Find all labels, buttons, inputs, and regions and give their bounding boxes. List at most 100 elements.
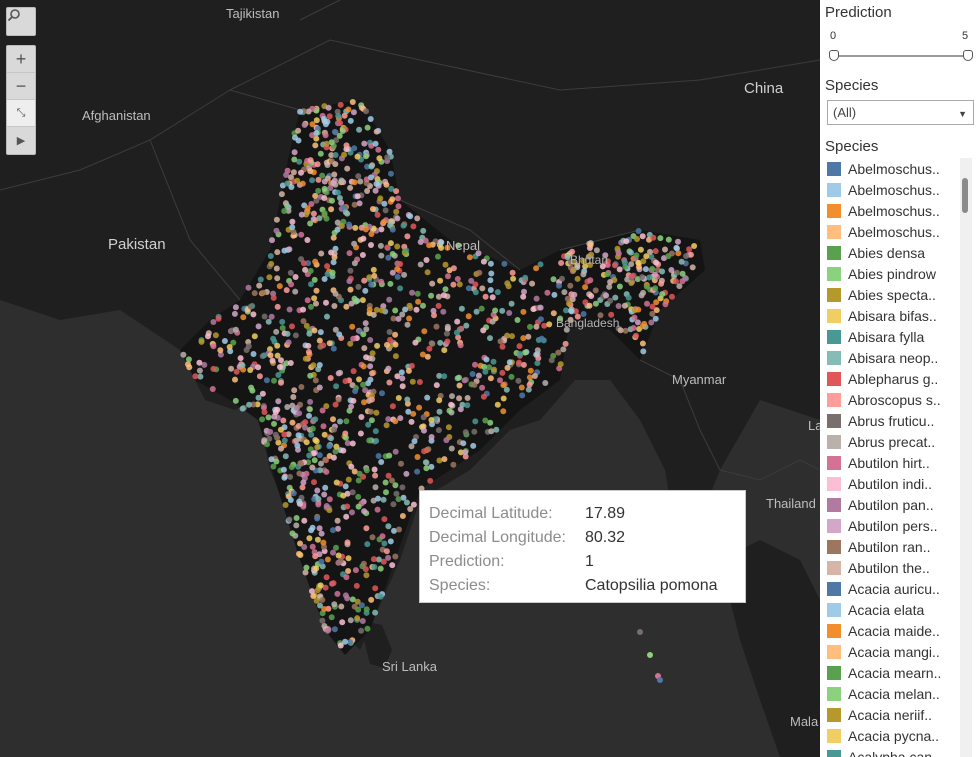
legend-item[interactable]: Acacia auricu..: [825, 578, 975, 599]
occurrence-point[interactable]: [475, 250, 482, 257]
occurrence-point[interactable]: [398, 369, 405, 376]
occurrence-point[interactable]: [386, 148, 393, 155]
occurrence-point[interactable]: [256, 373, 263, 380]
occurrence-point[interactable]: [331, 601, 338, 608]
occurrence-point[interactable]: [652, 315, 659, 322]
occurrence-point[interactable]: [315, 496, 322, 502]
occurrence-point[interactable]: [291, 149, 298, 156]
occurrence-point[interactable]: [378, 459, 385, 465]
occurrence-point[interactable]: [390, 501, 397, 508]
occurrence-point[interactable]: [330, 345, 337, 352]
occurrence-point[interactable]: [382, 479, 389, 486]
occurrence-point[interactable]: [363, 572, 370, 579]
occurrence-point[interactable]: [328, 249, 335, 256]
occurrence-point[interactable]: [310, 210, 317, 217]
occurrence-point[interactable]: [489, 318, 496, 325]
occurrence-point[interactable]: [567, 316, 574, 323]
occurrence-point[interactable]: [608, 311, 615, 318]
occurrence-point[interactable]: [323, 140, 330, 147]
occurrence-point[interactable]: [360, 331, 367, 338]
occurrence-point[interactable]: [362, 320, 369, 327]
occurrence-point[interactable]: [531, 373, 538, 379]
occurrence-point[interactable]: [487, 277, 494, 284]
occurrence-point[interactable]: [456, 374, 462, 381]
occurrence-point[interactable]: [301, 122, 308, 128]
occurrence-point[interactable]: [313, 130, 320, 137]
legend-item[interactable]: Abutilon hirt..: [825, 452, 975, 473]
occurrence-point[interactable]: [342, 430, 349, 437]
occurrence-point[interactable]: [301, 544, 308, 550]
occurrence-point[interactable]: [509, 333, 515, 340]
occurrence-point[interactable]: [412, 339, 419, 346]
occurrence-point[interactable]: [392, 553, 399, 560]
occurrence-point[interactable]: [644, 300, 650, 307]
occurrence-point[interactable]: [444, 338, 451, 345]
occurrence-point[interactable]: [363, 326, 370, 333]
occurrence-point[interactable]: [675, 250, 682, 257]
occurrence-point[interactable]: [669, 293, 675, 300]
occurrence-point[interactable]: [443, 437, 450, 444]
occurrence-point[interactable]: [328, 206, 335, 213]
prediction-slider-track[interactable]: [833, 55, 968, 57]
occurrence-point[interactable]: [442, 261, 449, 268]
occurrence-point[interactable]: [268, 313, 275, 320]
occurrence-point[interactable]: [466, 254, 473, 261]
occurrence-point[interactable]: [307, 220, 314, 227]
occurrence-point[interactable]: [574, 313, 581, 320]
occurrence-point[interactable]: [369, 206, 376, 212]
legend-item[interactable]: Acacia maide..: [825, 620, 975, 641]
occurrence-point[interactable]: [500, 408, 507, 415]
occurrence-point[interactable]: [401, 271, 408, 278]
legend-item[interactable]: Abutilon the..: [825, 557, 975, 578]
occurrence-point[interactable]: [290, 394, 297, 400]
occurrence-point[interactable]: [298, 384, 305, 390]
occurrence-point[interactable]: [326, 443, 333, 450]
occurrence-point[interactable]: [378, 278, 385, 285]
occurrence-point[interactable]: [361, 508, 368, 515]
occurrence-point[interactable]: [568, 308, 575, 315]
occurrence-point[interactable]: [389, 562, 396, 569]
occurrence-point[interactable]: [414, 468, 421, 475]
occurrence-point[interactable]: [489, 294, 496, 301]
occurrence-point[interactable]: [289, 419, 296, 426]
occurrence-point[interactable]: [343, 513, 350, 520]
occurrence-point[interactable]: [487, 419, 494, 426]
occurrence-point[interactable]: [321, 210, 328, 217]
occurrence-point[interactable]: [461, 377, 468, 384]
occurrence-point[interactable]: [377, 593, 384, 600]
occurrence-point[interactable]: [405, 408, 412, 415]
occurrence-point[interactable]: [479, 285, 486, 292]
occurrence-point[interactable]: [266, 435, 273, 442]
occurrence-point[interactable]: [587, 277, 594, 284]
occurrence-point[interactable]: [529, 280, 536, 287]
occurrence-point[interactable]: [361, 345, 368, 352]
occurrence-point[interactable]: [662, 301, 669, 308]
occurrence-point[interactable]: [292, 288, 299, 295]
occurrence-point[interactable]: [514, 317, 521, 323]
legend-item[interactable]: Abies densa: [825, 242, 975, 263]
occurrence-point[interactable]: [510, 275, 517, 282]
occurrence-point[interactable]: [230, 339, 237, 346]
occurrence-point[interactable]: [468, 277, 475, 284]
occurrence-point[interactable]: [270, 294, 277, 301]
occurrence-point[interactable]: [389, 226, 396, 233]
occurrence-point[interactable]: [640, 258, 647, 265]
occurrence-point[interactable]: [413, 306, 420, 313]
occurrence-point[interactable]: [499, 307, 506, 314]
occurrence-point[interactable]: [640, 348, 647, 355]
map-view[interactable]: Tajikistan China Afghanistan Pakistan Ne…: [0, 0, 820, 757]
occurrence-point[interactable]: [444, 244, 451, 251]
occurrence-point[interactable]: [284, 180, 291, 187]
occurrence-point[interactable]: [314, 487, 321, 494]
occurrence-point[interactable]: [296, 470, 303, 477]
occurrence-point[interactable]: [335, 112, 342, 119]
occurrence-point[interactable]: [360, 363, 367, 370]
occurrence-point[interactable]: [674, 269, 680, 276]
occurrence-point[interactable]: [443, 330, 450, 337]
occurrence-point[interactable]: [307, 372, 314, 379]
occurrence-point[interactable]: [535, 355, 542, 362]
occurrence-point[interactable]: [527, 367, 534, 374]
occurrence-point[interactable]: [291, 156, 298, 163]
occurrence-point[interactable]: [275, 439, 282, 446]
occurrence-point[interactable]: [603, 292, 610, 299]
